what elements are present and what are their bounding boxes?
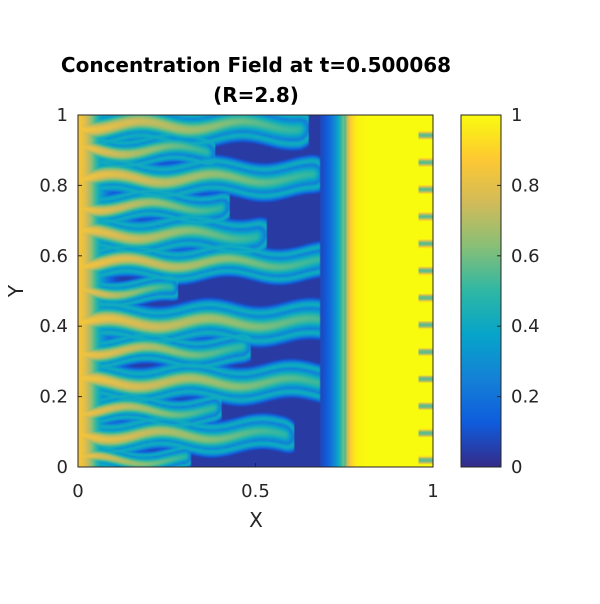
y-tick-label: 0.8 (39, 175, 68, 196)
y-tick-label: 1 (57, 105, 68, 126)
x-tick-label: 0 (72, 481, 83, 502)
heatmap-image (78, 115, 433, 467)
colorbar-tick-label: 0.8 (511, 175, 540, 196)
colorbar-axis: 0 0.2 0.4 0.6 0.8 1 (497, 105, 540, 478)
colorbar-tick-label: 0.4 (511, 316, 540, 337)
colorbar-tick-label: 0.2 (511, 387, 540, 408)
x-axis: 0 0.5 1 (72, 463, 439, 502)
y-tick-label: 0.6 (39, 246, 68, 267)
colorbar-tick-label: 1 (511, 105, 522, 126)
chart-subtitle: (R=2.8) (213, 83, 299, 107)
heatmap (78, 115, 433, 467)
y-tick-label: 0.2 (39, 387, 68, 408)
colorbar-tick-label: 0.6 (511, 246, 540, 267)
y-axis-label: Y (4, 284, 28, 298)
y-tick-label: 0.4 (39, 316, 68, 337)
x-axis-label: X (249, 508, 263, 532)
colorbar (460, 114, 502, 468)
y-axis: 0 0.2 0.4 0.6 0.8 1 (39, 105, 82, 478)
x-tick-label: 0.5 (241, 481, 270, 502)
y-tick-label: 0 (57, 457, 68, 478)
chart-title: Concentration Field at t=0.500068 (61, 53, 451, 77)
colorbar-tick-label: 0 (511, 457, 522, 478)
x-tick-label: 1 (427, 481, 438, 502)
